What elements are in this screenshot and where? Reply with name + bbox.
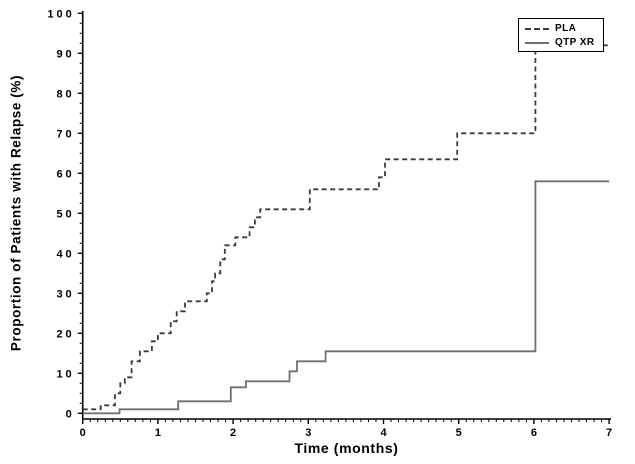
x-tick-label: 0	[80, 427, 86, 439]
y-tick-label: 90	[56, 48, 74, 60]
legend-item-qtp-xr: QTP XR	[525, 36, 599, 49]
x-tick-label: 5	[456, 427, 462, 439]
y-axis-minor-ticks	[79, 22, 83, 404]
legend-label-pla: PLA	[555, 23, 577, 34]
y-tick-label: 30	[56, 288, 74, 300]
y-tick-label: 60	[56, 168, 74, 180]
y-axis-title: Proportion of Patients with Relapse (%)	[8, 74, 24, 352]
x-tick-label: 7	[606, 427, 612, 439]
y-tick-label: 100	[47, 8, 74, 20]
x-axis-major-ticks	[82, 419, 610, 424]
x-tick-label: 2	[230, 427, 236, 439]
pla-dashed-line-icon	[525, 27, 549, 30]
y-axis-major-ticks	[77, 12, 83, 414]
pla-curve	[82, 44, 610, 411]
y-tick-label: 80	[56, 88, 74, 100]
y-tick-label: 10	[56, 368, 74, 380]
y-tick-label: 0	[66, 408, 75, 420]
y-tick-label: 70	[56, 128, 74, 140]
y-tick-label: 40	[56, 248, 74, 260]
y-tick-label: 50	[56, 208, 74, 220]
legend-item-pla: PLA	[525, 22, 599, 35]
qtp-xr-solid-line-icon	[525, 41, 549, 44]
legend: PLA QTP XR	[518, 18, 604, 52]
x-tick-label: 4	[380, 427, 387, 439]
qtp-xr-curve	[82, 180, 610, 415]
x-tick-label: 6	[531, 427, 537, 439]
x-tick-label: 1	[155, 427, 161, 439]
x-axis-title: Time (months)	[294, 440, 399, 456]
legend-label-qtp-xr: QTP XR	[555, 37, 595, 48]
y-tick-label: 20	[56, 328, 74, 340]
x-tick-label: 3	[305, 427, 311, 439]
x-axis-minor-ticks	[89, 419, 603, 422]
